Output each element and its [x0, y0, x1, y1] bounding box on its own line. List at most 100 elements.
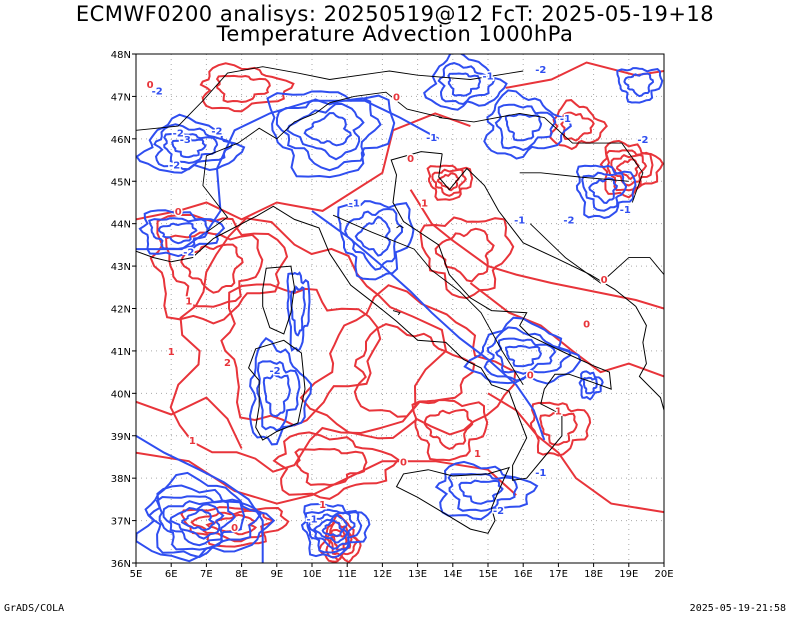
- x-tick-label: 13E: [408, 569, 427, 580]
- positive-contour: [220, 283, 382, 427]
- island-coastline: [262, 265, 295, 335]
- negative-contour: [169, 503, 225, 540]
- positive-contour: [431, 168, 467, 197]
- positive-contour: [409, 189, 664, 310]
- x-tick-label: 15E: [478, 569, 497, 580]
- negative-contour: [138, 209, 226, 258]
- positive-contour: [434, 227, 495, 283]
- x-tick-label: 6E: [165, 569, 178, 580]
- positive-contour: [411, 398, 489, 462]
- negative-contour: [434, 460, 539, 521]
- contour-label: -2: [211, 127, 222, 138]
- negative-contour: [311, 210, 546, 441]
- negative-contour: [171, 138, 207, 159]
- positive-contour: [136, 396, 243, 449]
- x-tick-label: 16E: [514, 569, 533, 580]
- negative-contour: [286, 271, 311, 353]
- contour-label: -1: [560, 114, 571, 125]
- coastlines-and-borders: [136, 66, 664, 534]
- contour-label: -1: [535, 468, 546, 479]
- x-tick-label: 9E: [270, 569, 283, 580]
- negative-contour: [136, 113, 246, 174]
- y-tick-label: 46N: [111, 135, 131, 146]
- coastline: [136, 232, 225, 263]
- negative-contour: [157, 222, 198, 245]
- contour-label: -2: [269, 366, 280, 377]
- y-tick-label: 41N: [111, 347, 131, 358]
- positive-contour: [469, 282, 664, 378]
- x-tick-label: 17E: [549, 569, 568, 580]
- negative-contour: [447, 472, 518, 512]
- contour-label: 0: [601, 275, 608, 286]
- positive-contour: [294, 447, 368, 487]
- contour-label: -3: [180, 135, 191, 146]
- political-border: [332, 214, 524, 386]
- contour-label: -2: [169, 161, 180, 172]
- positive-contour: [325, 520, 359, 562]
- x-tick-label: 7E: [200, 569, 213, 580]
- contour-label: 2: [224, 358, 231, 369]
- negative-contour: [321, 519, 344, 537]
- positive-contour: [149, 214, 289, 325]
- positive-contour: [215, 74, 271, 104]
- negative-contour: [307, 511, 356, 550]
- negative-contour: [153, 123, 234, 171]
- coastline: [438, 153, 664, 411]
- contour-label: 0: [527, 370, 534, 381]
- footer-software-credit: GrADS/COLA: [4, 603, 65, 614]
- y-tick-label: 43N: [111, 262, 131, 273]
- contour-label: -1: [482, 71, 493, 82]
- negative-contour: [588, 177, 619, 205]
- negative-contour: [616, 67, 664, 104]
- positive-contour: [272, 431, 400, 500]
- negative-contour: [578, 370, 604, 401]
- coastline: [223, 151, 612, 481]
- contour-label: 1: [474, 449, 481, 460]
- contour-labels: -1-2-1-2-1-2-1-2-3-2-2-2-2-1-1-2-1-1-200…: [145, 64, 650, 536]
- footer-timestamp: 2025-05-19-21:58: [689, 603, 786, 614]
- contour-label: 0: [407, 154, 414, 165]
- x-tick-label: 14E: [443, 569, 462, 580]
- contour-label: 1: [185, 296, 192, 307]
- y-tick-label: 40N: [111, 389, 131, 400]
- positive-contour: [560, 111, 595, 142]
- negative-contour: [313, 514, 349, 544]
- contour-label: -1: [514, 216, 525, 227]
- negative-contour: [180, 508, 216, 532]
- negative-contour: [256, 360, 301, 432]
- negative-contour: [337, 200, 415, 281]
- negative-contour: [483, 89, 572, 160]
- contour-label: 0: [583, 320, 590, 331]
- x-tick-label: 12E: [373, 569, 392, 580]
- contour-label: 0: [147, 80, 154, 91]
- contour-label: 0: [400, 457, 407, 468]
- positive-contour: [419, 216, 515, 300]
- negative-advection-contours: [136, 54, 664, 563]
- map-title-line-2: Temperature Advection 1000hPa: [216, 22, 574, 46]
- negative-contour: [623, 72, 655, 98]
- negative-contour: [582, 376, 598, 395]
- positive-contour: [169, 217, 448, 473]
- x-tick-label: 8E: [235, 569, 248, 580]
- negative-contour: [262, 373, 291, 418]
- political-border: [438, 112, 644, 203]
- x-tick-label: 18E: [584, 569, 603, 580]
- x-tick-label: 11E: [338, 569, 357, 580]
- negative-contour: [483, 326, 572, 382]
- political-border: [202, 91, 443, 233]
- political-border: [392, 310, 401, 316]
- political-border: [396, 225, 404, 229]
- positive-contour: [539, 412, 578, 446]
- negative-contour: [285, 102, 365, 161]
- island-coastline: [248, 339, 306, 441]
- negative-contour: [162, 499, 236, 547]
- political-border: [529, 223, 664, 284]
- contour-label: 1: [555, 407, 562, 418]
- political-border: [136, 66, 524, 131]
- y-tick-label: 42N: [111, 305, 131, 316]
- y-tick-label: 36N: [111, 559, 131, 570]
- contour-label: -2: [535, 65, 546, 76]
- negative-contour: [575, 164, 637, 219]
- negative-contour: [136, 434, 264, 563]
